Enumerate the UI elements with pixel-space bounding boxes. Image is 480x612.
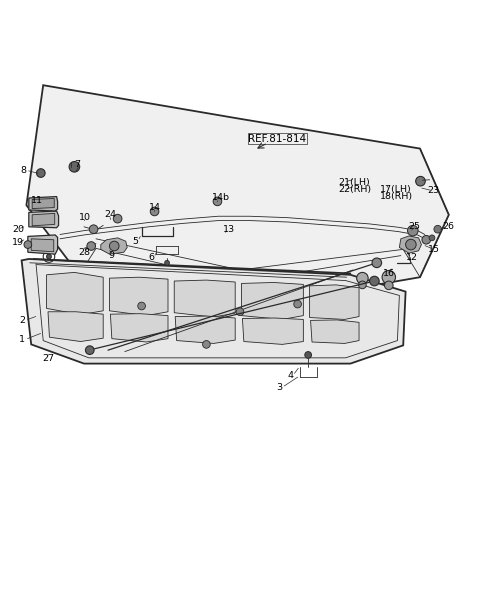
Polygon shape bbox=[175, 316, 235, 343]
Text: 20: 20 bbox=[12, 225, 24, 234]
Polygon shape bbox=[110, 314, 168, 342]
Text: 1: 1 bbox=[19, 335, 25, 344]
Circle shape bbox=[422, 236, 431, 244]
Circle shape bbox=[203, 340, 210, 348]
Circle shape bbox=[416, 176, 425, 186]
Circle shape bbox=[434, 225, 442, 233]
Text: 5: 5 bbox=[132, 237, 138, 245]
Text: 22(RH): 22(RH) bbox=[338, 185, 372, 195]
Text: 14: 14 bbox=[149, 203, 161, 212]
Polygon shape bbox=[48, 312, 103, 341]
Polygon shape bbox=[311, 320, 359, 343]
Polygon shape bbox=[241, 283, 303, 319]
Circle shape bbox=[357, 272, 368, 284]
Circle shape bbox=[150, 207, 159, 216]
Polygon shape bbox=[32, 198, 54, 209]
Text: 10: 10 bbox=[79, 213, 91, 222]
Text: 13: 13 bbox=[223, 225, 235, 234]
Circle shape bbox=[69, 162, 80, 172]
Text: 7: 7 bbox=[74, 160, 81, 169]
Circle shape bbox=[236, 308, 244, 316]
Circle shape bbox=[294, 300, 301, 308]
Polygon shape bbox=[399, 236, 421, 253]
Polygon shape bbox=[26, 85, 449, 308]
Circle shape bbox=[359, 281, 366, 289]
Polygon shape bbox=[22, 259, 406, 364]
Circle shape bbox=[372, 258, 382, 267]
Text: 21(LH): 21(LH) bbox=[338, 177, 370, 187]
Circle shape bbox=[85, 346, 94, 354]
Polygon shape bbox=[32, 214, 55, 226]
Polygon shape bbox=[310, 285, 359, 319]
Circle shape bbox=[370, 276, 379, 286]
Text: 15: 15 bbox=[428, 245, 440, 254]
Polygon shape bbox=[31, 239, 54, 252]
Circle shape bbox=[109, 241, 119, 251]
Text: 11: 11 bbox=[31, 196, 43, 205]
Circle shape bbox=[406, 239, 416, 250]
Text: 27: 27 bbox=[42, 354, 54, 364]
Polygon shape bbox=[101, 238, 127, 254]
Text: 2: 2 bbox=[19, 316, 25, 325]
Text: REF.81-814: REF.81-814 bbox=[248, 134, 307, 144]
Circle shape bbox=[165, 260, 169, 265]
Polygon shape bbox=[109, 277, 168, 316]
Text: 4: 4 bbox=[287, 371, 293, 380]
Circle shape bbox=[89, 225, 98, 234]
Text: 6: 6 bbox=[149, 253, 155, 263]
Text: 12: 12 bbox=[406, 253, 418, 263]
Polygon shape bbox=[29, 211, 59, 228]
Polygon shape bbox=[47, 272, 103, 315]
Polygon shape bbox=[28, 235, 58, 254]
Text: 24: 24 bbox=[104, 211, 116, 219]
Text: 14b: 14b bbox=[212, 193, 230, 203]
Circle shape bbox=[36, 169, 45, 177]
Text: 8: 8 bbox=[20, 166, 26, 174]
Polygon shape bbox=[29, 196, 58, 211]
Circle shape bbox=[138, 302, 145, 310]
Text: 25: 25 bbox=[408, 222, 420, 231]
Circle shape bbox=[24, 241, 32, 248]
Text: 3: 3 bbox=[276, 383, 282, 392]
Polygon shape bbox=[242, 318, 303, 345]
Text: 9: 9 bbox=[108, 251, 114, 260]
Circle shape bbox=[47, 254, 51, 259]
Text: 17(LH): 17(LH) bbox=[380, 185, 412, 195]
Circle shape bbox=[408, 225, 418, 236]
Circle shape bbox=[113, 214, 122, 223]
Text: 26: 26 bbox=[442, 222, 454, 231]
Text: 16: 16 bbox=[383, 269, 395, 278]
Circle shape bbox=[213, 197, 222, 206]
Text: 28: 28 bbox=[78, 248, 90, 257]
Polygon shape bbox=[174, 280, 235, 317]
Circle shape bbox=[305, 352, 312, 358]
Text: 19: 19 bbox=[12, 238, 24, 247]
Circle shape bbox=[87, 242, 96, 250]
Circle shape bbox=[382, 271, 396, 284]
Text: 23: 23 bbox=[427, 186, 439, 195]
Circle shape bbox=[384, 281, 393, 289]
Circle shape bbox=[429, 235, 435, 241]
Text: 18(RH): 18(RH) bbox=[380, 192, 413, 201]
